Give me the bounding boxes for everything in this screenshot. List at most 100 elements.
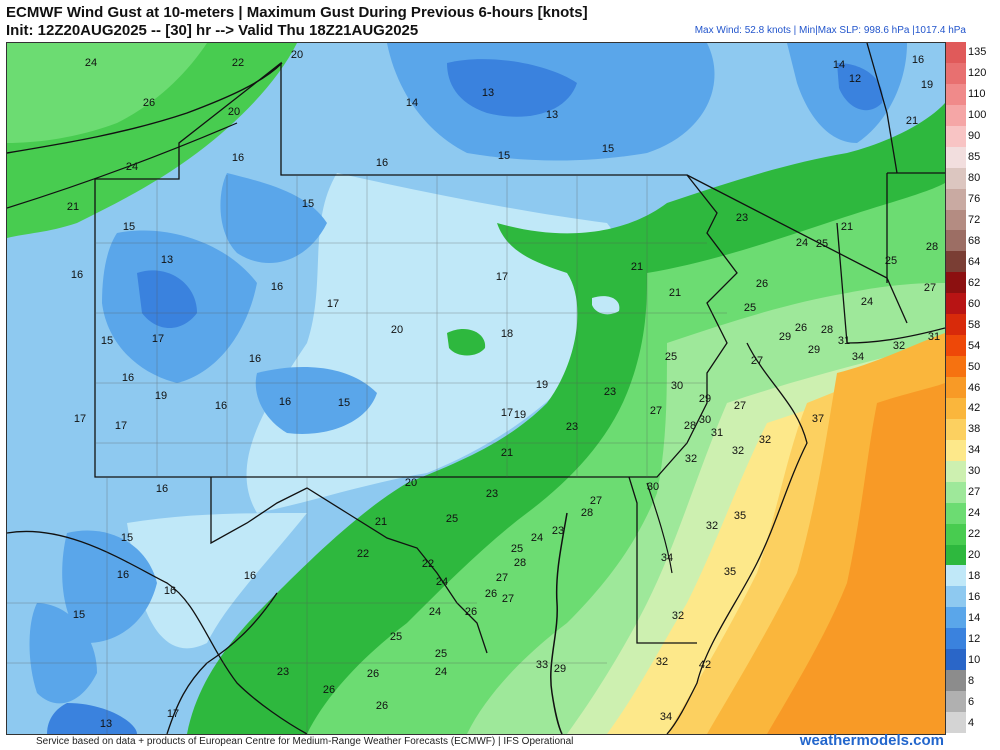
- colorbar-tick: 20: [968, 549, 981, 561]
- colorbar-tick: 60: [968, 297, 981, 310]
- colorbar-tick: 12: [968, 632, 981, 645]
- colorbar-segment: [946, 104, 966, 127]
- field-14kt-sw2: [29, 603, 97, 704]
- gust-label: 26: [323, 684, 335, 696]
- colorbar-segment: [946, 712, 966, 734]
- gust-label: 25: [744, 302, 756, 314]
- map-subtitle-valid-time: Init: 12Z20AUG2025 -- [30] hr --> Valid …: [6, 22, 419, 39]
- gust-label: 16: [279, 396, 291, 408]
- gust-label: 22: [357, 548, 369, 560]
- map-stats-readout: Max Wind: 52.8 knots | Min|Max SLP: 998.…: [694, 25, 966, 36]
- gust-label: 28: [684, 420, 696, 432]
- colorbar-segment: [946, 188, 966, 210]
- field-20kt-patch: [447, 328, 486, 356]
- gust-label: 12: [849, 73, 861, 85]
- state-borders: [7, 43, 945, 734]
- gust-label: 21: [631, 261, 643, 273]
- gust-label: 28: [926, 241, 938, 253]
- gust-label: 15: [602, 143, 614, 155]
- colorbar-tick: 76: [968, 193, 981, 206]
- gust-label: 17: [496, 271, 508, 283]
- gust-label: 35: [734, 510, 746, 522]
- gust-label: 15: [101, 335, 113, 347]
- gust-label: 31: [711, 427, 723, 439]
- colorbar-tick: 120: [968, 67, 987, 80]
- gust-label: 21: [906, 115, 918, 127]
- gust-label: 19: [155, 390, 167, 402]
- pa-border: [94, 61, 738, 478]
- colorbar-tick: 30: [968, 465, 981, 478]
- brand-link[interactable]: weathermodels.com: [799, 732, 944, 749]
- gust-label: 27: [924, 282, 936, 294]
- colorbar-segment: [946, 209, 966, 231]
- gust-label: 33: [536, 659, 548, 671]
- gust-label: 24: [126, 161, 138, 173]
- colorbar-segment: [946, 167, 966, 190]
- colorbar-tick: 46: [968, 381, 981, 394]
- colorbar-segment: [946, 335, 966, 357]
- colorbar-tick-labels: 135 120 110 100 90 85 80 76 72 68 64 62 60 58 54 50 46 42…: [968, 42, 998, 733]
- gust-label: 15: [498, 150, 510, 162]
- chesapeake-bay: [550, 512, 568, 734]
- gust-label: 13: [546, 109, 558, 121]
- gust-label: 21: [669, 287, 681, 299]
- gust-label: 27: [496, 572, 508, 584]
- gust-label: 16: [164, 585, 176, 597]
- gust-label: 19: [921, 79, 933, 91]
- gust-label: 23: [552, 525, 564, 537]
- colorbar-tick: 42: [968, 402, 981, 415]
- gust-label: 32: [706, 520, 718, 532]
- gust-label: 34: [660, 711, 672, 723]
- gust-label: 13: [161, 254, 173, 266]
- gust-label: 28: [821, 324, 833, 336]
- gust-label: 23: [736, 212, 748, 224]
- gust-label: 27: [590, 495, 602, 507]
- colorbar-tick: 54: [968, 339, 981, 352]
- colorbar-segment: [946, 397, 966, 420]
- gust-label: 31: [928, 331, 940, 343]
- colorbar-segment: [946, 125, 966, 148]
- wind-gust-map: 24 22 20 26 20 14 13 13 14 12 16 19 21 16 16 15 15 24 21 15…: [6, 42, 946, 735]
- colorbar-segment: [946, 251, 966, 273]
- colorbar-segment: [946, 481, 966, 504]
- gust-label: 23: [277, 666, 289, 678]
- colorbar-tick: 68: [968, 234, 981, 247]
- gust-label: 29: [554, 663, 566, 675]
- hudson: [836, 222, 848, 344]
- gust-label: 24: [85, 57, 97, 69]
- county-lines: [7, 175, 727, 734]
- colorbar-tick: 58: [968, 318, 981, 331]
- gust-label: 37: [812, 413, 824, 425]
- gust-label: 20: [391, 324, 403, 336]
- ny-border-n: [866, 43, 898, 174]
- gust-label: 32: [893, 340, 905, 352]
- gust-label: 15: [73, 609, 85, 621]
- gust-label: 19: [536, 379, 548, 391]
- gust-label: 26: [485, 588, 497, 600]
- gust-label: 27: [502, 593, 514, 605]
- colorbar-segment: [946, 544, 966, 566]
- colorbar-segment: [946, 356, 966, 378]
- field-12kt-ne: [837, 63, 883, 111]
- colorbar-tick: 135: [968, 46, 987, 59]
- gust-label: 17: [74, 413, 86, 425]
- gust-label: 24: [861, 296, 873, 308]
- long-island: [846, 327, 945, 344]
- field-12kt-west: [137, 270, 197, 328]
- gust-label: 16: [71, 269, 83, 281]
- colorbar-tick: 72: [968, 213, 981, 226]
- colorbar-segment: [946, 83, 966, 106]
- gust-label: 30: [699, 414, 711, 426]
- colorbar-tick: 100: [968, 109, 987, 122]
- gust-label: 24: [435, 666, 447, 678]
- colorbar-tick: 4: [968, 716, 975, 729]
- gust-label: 15: [338, 397, 350, 409]
- colorbar-segment: [946, 460, 966, 483]
- gust-label: 16: [244, 570, 256, 582]
- gust-label: 13: [100, 718, 112, 730]
- gust-label: 16: [912, 54, 924, 66]
- gust-label: 20: [405, 477, 417, 489]
- delaware-bay: [646, 482, 673, 574]
- gust-label: 16: [376, 157, 388, 169]
